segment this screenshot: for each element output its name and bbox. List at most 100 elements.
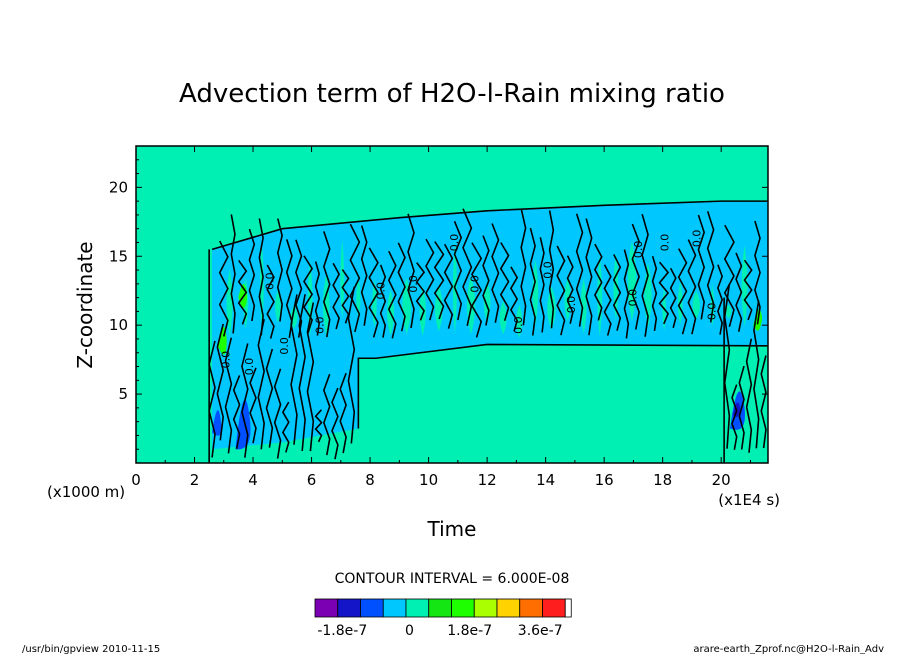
band-gap bbox=[419, 286, 426, 336]
contour-zero-label: 0.0 bbox=[407, 275, 420, 293]
contour-line bbox=[407, 213, 415, 329]
contour-line bbox=[697, 214, 706, 320]
contour-line bbox=[677, 248, 688, 335]
contour-line bbox=[735, 252, 743, 332]
contour-line bbox=[556, 245, 566, 336]
contour-line bbox=[760, 355, 767, 449]
colorbar-swatch bbox=[360, 598, 384, 618]
contour-line bbox=[216, 323, 225, 441]
contour-line bbox=[218, 240, 229, 337]
contour-line bbox=[443, 243, 454, 329]
colorbar-tick-label: 1.8e-7 bbox=[447, 623, 492, 639]
contour-line bbox=[433, 241, 445, 320]
contour-zero-label: 0.0 bbox=[632, 241, 645, 259]
band-gap bbox=[692, 291, 701, 320]
contour-line bbox=[482, 235, 490, 326]
contour-line bbox=[266, 264, 275, 339]
contour-line bbox=[208, 340, 216, 458]
y-tick-label: 5 bbox=[118, 385, 128, 403]
plot-area: 0.0 0.0 0.0 0.0 0.0 0.0 0.0 0.0 0.0 0.0 0.0 0.0 0.0 0… bbox=[135, 145, 769, 464]
x-tick-label: 4 bbox=[248, 471, 258, 489]
contour-line bbox=[322, 373, 331, 456]
contour-line bbox=[425, 238, 435, 321]
x-unit-label: (x1E4 s) bbox=[718, 491, 780, 509]
colorbar-swatch bbox=[473, 598, 498, 618]
band-gap bbox=[627, 241, 637, 322]
contour-zero-label: 0.0 bbox=[626, 289, 639, 307]
chart-title: Advection term of H2O-l-Rain mixing rati… bbox=[179, 79, 725, 109]
contour-line bbox=[248, 228, 256, 322]
colorbar-swatch bbox=[337, 598, 361, 618]
y-tick-label: 10 bbox=[109, 316, 128, 334]
contour-line bbox=[349, 223, 361, 333]
contour-line bbox=[276, 218, 283, 322]
contour-line bbox=[603, 264, 612, 336]
contour-line bbox=[241, 343, 249, 458]
contour-line bbox=[368, 247, 379, 338]
contour-line bbox=[230, 214, 236, 334]
contour-line bbox=[257, 319, 265, 450]
contour-lines bbox=[208, 200, 769, 463]
contour-line bbox=[499, 242, 510, 321]
x-tick-label: 14 bbox=[536, 471, 555, 489]
x-tick-label: 2 bbox=[190, 471, 200, 489]
y-axis: 5 10 15 20 bbox=[109, 159, 768, 450]
contour-line bbox=[397, 242, 406, 332]
contour-line bbox=[471, 242, 483, 338]
colorbar-swatch bbox=[405, 598, 430, 618]
contour-line bbox=[258, 218, 264, 336]
band-gap bbox=[516, 304, 523, 338]
contour-line bbox=[612, 254, 622, 331]
contour-line bbox=[224, 337, 233, 454]
x-axis-label: Time bbox=[427, 517, 477, 541]
x-tick-label: 18 bbox=[653, 471, 672, 489]
contour-zero-label: 0.0 bbox=[220, 351, 233, 369]
contour-line bbox=[332, 262, 341, 330]
contour-line bbox=[669, 267, 677, 329]
contour-zero-label: 0.0 bbox=[512, 316, 525, 334]
contour-line bbox=[314, 409, 323, 443]
footer-left: /usr/bin/gpview 2010-11-15 bbox=[22, 644, 160, 654]
contour-line bbox=[322, 231, 331, 338]
x-tick-label: 20 bbox=[712, 471, 731, 489]
plot-frame bbox=[135, 145, 769, 464]
contour-line bbox=[281, 401, 290, 453]
contour-line bbox=[491, 223, 500, 323]
x-tick-label: 16 bbox=[595, 471, 614, 489]
colorbar-tick-label: -1.8e-7 bbox=[317, 623, 367, 639]
contour-line bbox=[357, 343, 769, 429]
contour-zero-label: 0.0 bbox=[541, 261, 554, 279]
contour-line bbox=[738, 365, 745, 450]
contour-line bbox=[623, 249, 630, 339]
contour-line bbox=[415, 262, 426, 321]
contour-zero-label: 0.0 bbox=[278, 337, 291, 355]
contour-line bbox=[295, 239, 303, 338]
contour-line bbox=[743, 259, 753, 321]
band-gap bbox=[499, 301, 507, 335]
contour-line bbox=[717, 264, 724, 335]
colorbar-swatch bbox=[382, 598, 407, 618]
contour-line bbox=[249, 367, 257, 444]
contour-line bbox=[631, 223, 640, 330]
contour-line bbox=[509, 266, 519, 332]
contour-line bbox=[731, 384, 738, 450]
y-tick-label: 20 bbox=[109, 178, 128, 196]
contour-line bbox=[566, 255, 574, 324]
contour-line bbox=[232, 375, 241, 449]
contour-line bbox=[211, 200, 768, 251]
band-gap bbox=[340, 240, 345, 319]
contour-line bbox=[745, 338, 753, 453]
contour-line bbox=[687, 239, 697, 335]
colorbar-swatch bbox=[451, 598, 475, 618]
band-gap bbox=[547, 286, 556, 330]
contour-zero-label: 0.0 bbox=[468, 275, 481, 293]
contour-line bbox=[706, 211, 715, 323]
contour-line bbox=[539, 237, 545, 333]
contour-zero-label: 0.0 bbox=[659, 234, 672, 252]
contour-zero-label: 0.0 bbox=[565, 296, 578, 314]
band-gap bbox=[741, 245, 748, 327]
contour-line bbox=[548, 210, 555, 329]
contour-line bbox=[754, 220, 761, 325]
colorbar bbox=[314, 598, 572, 618]
